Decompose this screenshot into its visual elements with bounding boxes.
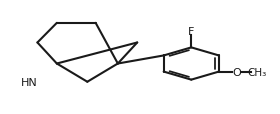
Text: HN: HN xyxy=(21,77,38,87)
Text: O: O xyxy=(232,67,241,77)
Text: CH₃: CH₃ xyxy=(247,67,267,77)
Text: F: F xyxy=(188,26,195,36)
